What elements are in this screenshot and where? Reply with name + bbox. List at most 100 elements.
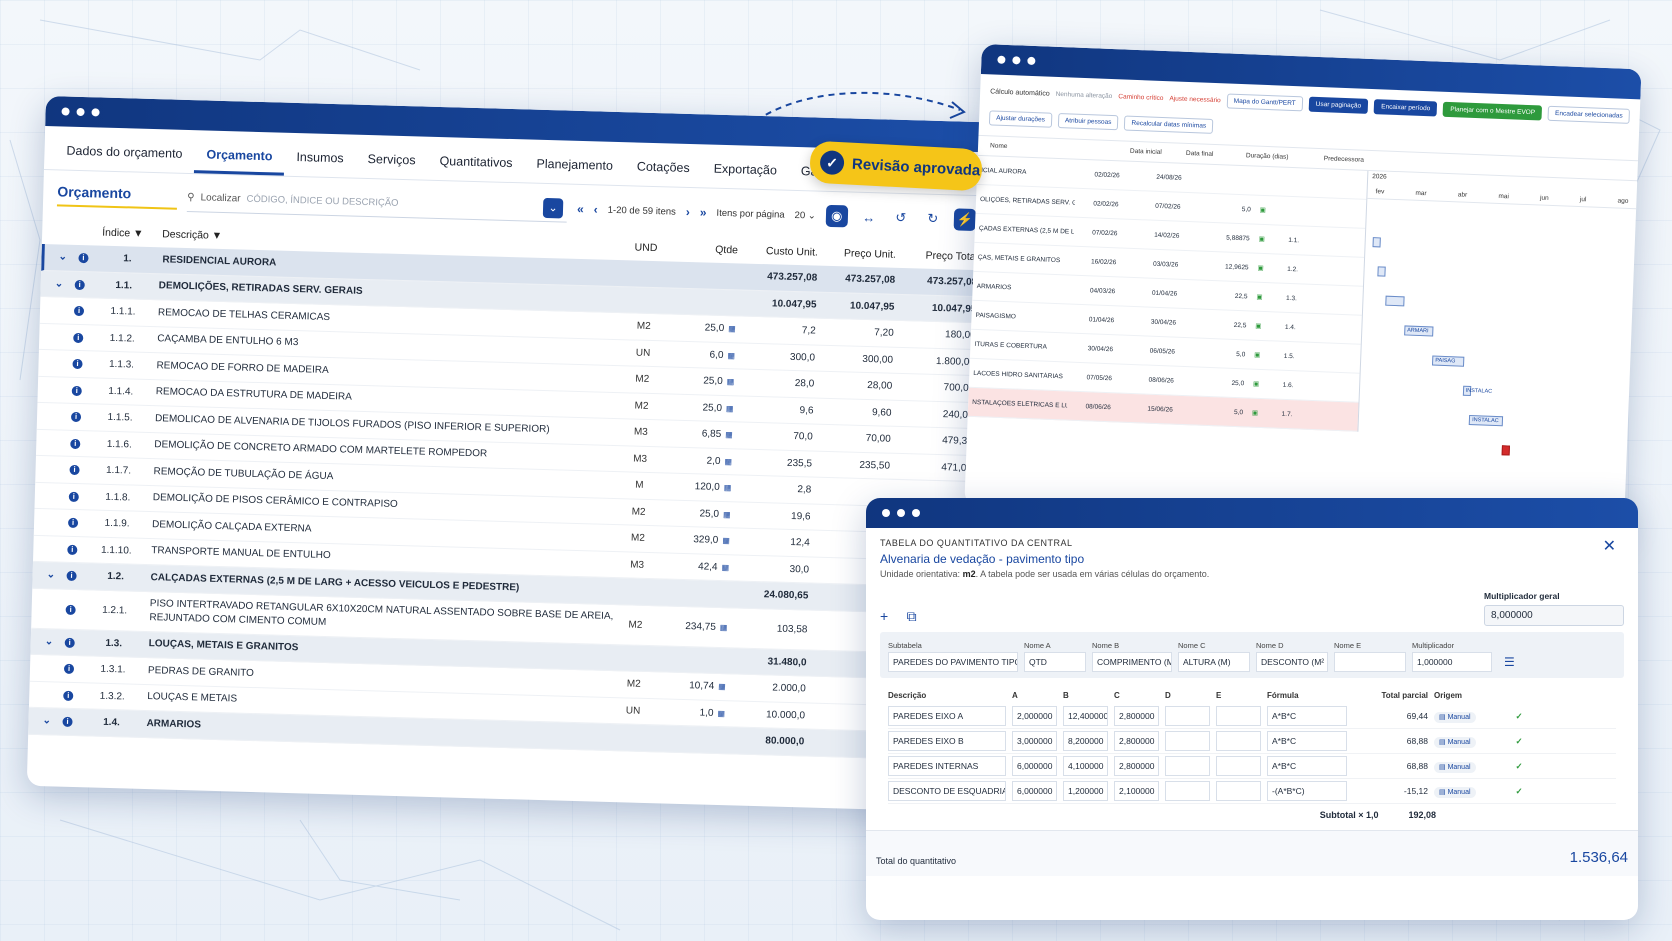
- info-icon[interactable]: i: [70, 438, 81, 449]
- quantity-cell[interactable]: 2,000000: [1012, 706, 1057, 726]
- info-icon[interactable]: i: [73, 332, 84, 343]
- tab-0[interactable]: Dados do orçamento: [66, 143, 183, 161]
- redo-icon[interactable]: ↻: [927, 210, 939, 226]
- search-input[interactable]: CÓDIGO, ÍNDICE OU DESCRIÇÃO: [246, 193, 399, 209]
- subtable-field[interactable]: COMPRIMENTO (M: [1092, 652, 1172, 672]
- gantt-pert-button[interactable]: Mapa do Gantt/PERT: [1226, 93, 1303, 112]
- eye-icon[interactable]: ◉: [825, 204, 849, 228]
- info-icon[interactable]: i: [70, 412, 82, 423]
- chevron-down-icon[interactable]: ⌄: [46, 569, 56, 581]
- lock-icon[interactable]: [1252, 180, 1276, 181]
- quantity-cell[interactable]: 2,100000: [1114, 781, 1159, 801]
- row-qty[interactable]: 25,0 ▦: [661, 401, 733, 414]
- row-qty[interactable]: 10,74 ▦: [654, 679, 726, 692]
- row-qty[interactable]: [652, 738, 724, 740]
- quantity-cell[interactable]: 2,800000: [1114, 706, 1159, 726]
- tab-3[interactable]: Serviços: [367, 152, 416, 168]
- quantity-cell[interactable]: 8,200000: [1063, 731, 1108, 751]
- assign-people-button[interactable]: Atribuir pessoas: [1057, 112, 1119, 131]
- quantity-cell[interactable]: -(A*B*C): [1267, 781, 1347, 801]
- chevron-down-icon[interactable]: ⌄: [542, 197, 564, 218]
- quantity-row[interactable]: DESCONTO DE ESQUADRIAS 6,000000 1,200000 2,…: [888, 779, 1616, 804]
- tab-5[interactable]: Planejamento: [536, 156, 614, 173]
- quantity-cell[interactable]: 12,400000: [1063, 706, 1108, 726]
- quantity-cell[interactable]: A*B*C: [1267, 731, 1347, 751]
- tab-1[interactable]: Orçamento: [193, 147, 285, 176]
- subtable-field[interactable]: ALTURA (M): [1178, 652, 1250, 672]
- recalc-dates-button[interactable]: Recalcular datas mínimas: [1124, 115, 1214, 134]
- quantity-row[interactable]: PAREDES INTERNAS 6,000000 4,100000 2,800000…: [888, 754, 1616, 779]
- info-icon[interactable]: i: [62, 716, 73, 728]
- quantity-cell[interactable]: PAREDES EIXO B: [888, 731, 1006, 751]
- quantity-cell[interactable]: PAREDES INTERNAS: [888, 756, 1006, 776]
- add-icon[interactable]: +: [880, 608, 889, 624]
- items-per-page-select[interactable]: 20 ⌄: [794, 209, 816, 222]
- info-icon[interactable]: i: [64, 637, 75, 648]
- row-qty[interactable]: 6,0 ▦: [663, 348, 735, 361]
- quantity-cell[interactable]: A*B*C: [1267, 756, 1347, 776]
- quantity-cell[interactable]: 6,000000: [1012, 781, 1057, 801]
- lock-icon[interactable]: ▣: [1251, 409, 1259, 417]
- quantity-cell[interactable]: [1216, 706, 1261, 726]
- gantt-bar[interactable]: INSTALAC: [1462, 385, 1492, 397]
- info-icon[interactable]: i: [68, 491, 79, 502]
- row-qty[interactable]: 25,0 ▦: [664, 322, 736, 335]
- row-qty[interactable]: 6,85 ▦: [661, 428, 733, 441]
- info-icon[interactable]: i: [72, 359, 83, 370]
- quantity-cell[interactable]: [1216, 756, 1261, 776]
- row-qty[interactable]: 1,0 ▦: [653, 706, 725, 719]
- plan-evop-button[interactable]: Planejar com o Mestre EVOP: [1442, 102, 1543, 121]
- chevron-down-icon[interactable]: ⌄: [58, 251, 68, 263]
- quantity-row[interactable]: PAREDES EIXO B 3,000000 8,200000 2,800000 A*…: [888, 729, 1616, 754]
- chevron-down-icon[interactable]: ⌄: [44, 635, 54, 648]
- row-qty[interactable]: [665, 301, 737, 303]
- lock-icon[interactable]: ▣: [1258, 235, 1265, 243]
- tab-2[interactable]: Insumos: [296, 150, 344, 166]
- row-qty[interactable]: [656, 592, 728, 594]
- first-page-icon[interactable]: «: [576, 201, 584, 217]
- prev-page-icon[interactable]: ‹: [593, 202, 598, 217]
- info-icon[interactable]: i: [67, 544, 78, 555]
- search-field[interactable]: ⚲ Localizar CÓDIGO, ÍNDICE OU DESCRIÇÃO …: [186, 183, 568, 223]
- quantity-cell[interactable]: DESCONTO DE ESQUADRIAS: [888, 781, 1006, 801]
- subtable-field[interactable]: DESCONTO (M²: [1256, 652, 1328, 672]
- copy-icon[interactable]: ⧉: [906, 608, 917, 624]
- col-unit-price[interactable]: Preço Unit.: [843, 247, 897, 261]
- row-qty[interactable]: 25,0 ▦: [658, 507, 730, 520]
- info-icon[interactable]: i: [73, 306, 85, 317]
- info-icon[interactable]: i: [66, 571, 77, 582]
- row-qty[interactable]: 329,0 ▦: [658, 534, 730, 547]
- quantity-cell[interactable]: [1165, 706, 1210, 726]
- lock-icon[interactable]: ▣: [1255, 322, 1262, 330]
- critical-path-toggle[interactable]: Caminho crítico: [1118, 93, 1164, 103]
- info-icon[interactable]: i: [78, 253, 89, 264]
- quantity-cell[interactable]: 6,000000: [1012, 756, 1057, 776]
- undo-icon[interactable]: ↺: [895, 209, 907, 226]
- info-icon[interactable]: i: [63, 690, 74, 701]
- expand-icon[interactable]: ↔: [862, 209, 876, 225]
- lock-icon[interactable]: ▣: [1252, 380, 1260, 388]
- quantity-cell[interactable]: [1216, 781, 1261, 801]
- gantt-bar[interactable]: ARMARI: [1403, 325, 1434, 337]
- lock-icon[interactable]: ▣: [1259, 206, 1267, 215]
- gantt-bar[interactable]: PAISAG: [1432, 355, 1464, 367]
- info-icon[interactable]: i: [74, 279, 85, 290]
- row-qty[interactable]: [655, 658, 727, 660]
- info-icon[interactable]: i: [65, 604, 76, 615]
- row-qty[interactable]: 25,0 ▦: [662, 375, 734, 388]
- list-icon[interactable]: ☰: [1504, 655, 1515, 669]
- tab-6[interactable]: Cotações: [636, 159, 690, 175]
- next-page-icon[interactable]: ›: [685, 204, 691, 220]
- chevron-down-icon[interactable]: ⌄: [42, 715, 52, 727]
- quantity-cell[interactable]: 2,800000: [1114, 756, 1159, 776]
- gantt-bar[interactable]: INSTALAC: [1468, 414, 1503, 427]
- quantity-cell[interactable]: [1165, 781, 1210, 801]
- multiplier-input[interactable]: 8,000000: [1484, 605, 1624, 626]
- adjust-durations-button[interactable]: Ajustar durações: [988, 110, 1053, 128]
- lightning-icon[interactable]: ⚡: [953, 208, 977, 232]
- row-qty[interactable]: 120,0 ▦: [659, 481, 732, 494]
- subtable-field[interactable]: QTD: [1024, 652, 1086, 672]
- gantt-bar[interactable]: [1501, 445, 1510, 456]
- fit-period-button[interactable]: Encaixar período: [1373, 99, 1438, 117]
- chain-selected-button[interactable]: Encadear selecionadas: [1547, 106, 1630, 125]
